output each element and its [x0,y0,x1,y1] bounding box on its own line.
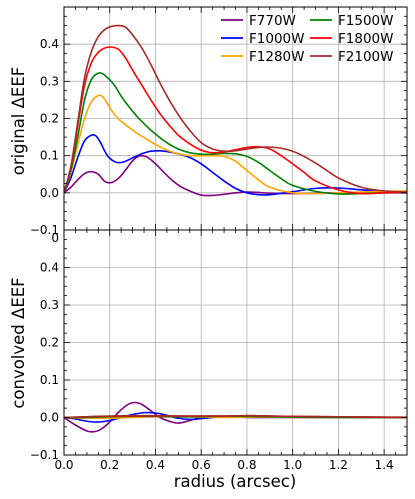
legend-entry-f1500w: F1500W [310,13,393,29]
y-tick-label: 0.0 [40,186,59,200]
legend-label: F1800W [338,31,393,47]
x-tick-labels: 0.0 0.2 0.4 0.6 0.8 1.0 1.2 1.4 [54,458,393,472]
x-tick-label: 1.2 [329,458,348,472]
y-axis-label-convolved: convolved ΔEEF [9,277,28,408]
series-line-f770w [64,154,407,197]
ticks-bottom [63,229,408,456]
y-tick-label: 0.2 [40,112,59,126]
x-tick-label: 1.4 [375,458,394,472]
y-tick-labels-bottom: −0.1 0.0 0.1 0.2 0.3 0.4 0 [30,231,59,462]
legend-entry-f1800w: F1800W [310,31,393,47]
y-tick-label: 0.0 [40,411,59,425]
series-line-f2100w [64,24,407,194]
legend-entry-f2100w: F2100W [310,49,393,65]
grid-bottom [64,230,407,455]
legend-entry-f770w: F770W [221,13,296,29]
y-tick-label: 0.2 [40,336,59,350]
legend-entry-f1280w: F1280W [221,49,304,65]
y-tick-labels-top: −0.1 0.0 0.1 0.2 0.3 0.4 [30,37,59,237]
x-tick-label: 1.0 [283,458,302,472]
legend-label: F1000W [249,31,304,47]
top-panel-original-eef: −0.1 0.0 0.1 0.2 0.3 0.4 [30,6,408,237]
y-tick-label: 0.1 [40,373,59,387]
grid-top [64,7,407,230]
x-axis-label: radius (arcsec) [174,472,297,491]
y-tick-label: 0.4 [40,261,59,275]
y-tick-label-top-clipped: 0 [51,231,59,245]
legend-label: F1500W [338,13,393,29]
y-tick-label: −0.1 [30,223,59,237]
y-tick-label: 0.3 [40,74,59,88]
legend-label: F1280W [249,49,304,65]
x-tick-label: 0.4 [146,458,165,472]
series-lines-bottom [64,401,407,433]
series-line-f1500w [64,71,407,195]
x-tick-label: 0.2 [100,458,119,472]
x-tick-label: 0.0 [54,458,73,472]
legend-label: F770W [249,13,296,29]
series-line-f1280w [64,94,407,195]
bottom-panel-convolved-eef: −0.10.00.10.20.30.400.0 0.2 0.4 0.6 0.8 1.0 1.… [30,229,408,472]
y-tick-label: 0.3 [40,298,59,312]
series-line-f2100w [64,414,407,419]
y-tick-label: 0.1 [40,149,59,163]
y-tick-label: 0.4 [40,37,59,51]
ticks-top [63,6,408,231]
legend: F770W F1000W F1280W F1500W F1800W F2100W [221,13,393,65]
series-line-f1800w [64,46,407,195]
y-axis-label-original: original ΔEEF [9,67,28,176]
x-tick-label: 0.6 [192,458,211,472]
series-lines-top [64,24,407,197]
legend-entry-f1000w: F1000W [221,31,304,47]
y-tick-label: −0.1 [30,448,59,462]
x-tick-label: 0.8 [237,458,256,472]
legend-label: F2100W [338,49,393,65]
series-line-f1000w [64,133,407,196]
